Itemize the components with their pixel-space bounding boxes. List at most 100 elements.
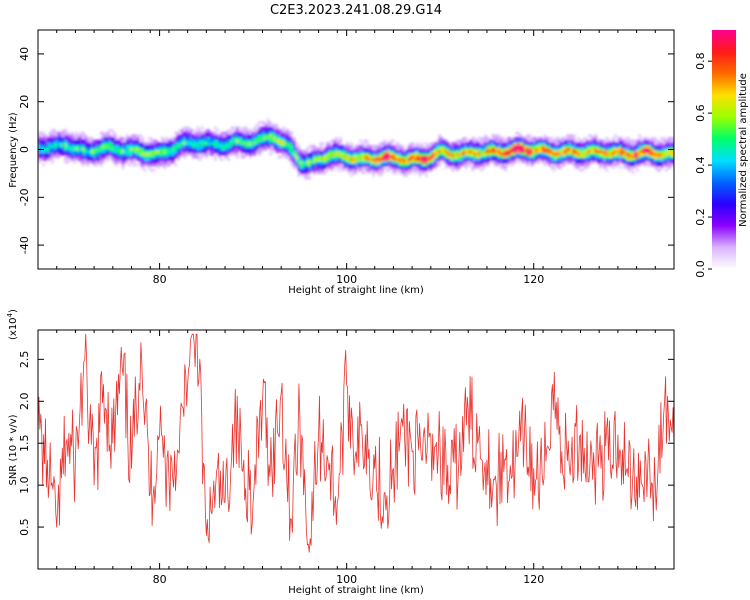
heat-cell xyxy=(110,155,114,159)
heat-cell xyxy=(277,129,281,133)
heat-cell xyxy=(493,147,496,151)
heat-cell xyxy=(489,139,492,143)
heat-cell xyxy=(174,131,177,135)
heat-cell xyxy=(88,144,92,148)
heat-cell xyxy=(394,165,397,169)
heat-cell xyxy=(134,142,138,146)
heat-cell xyxy=(427,163,430,167)
heat-cell xyxy=(244,137,248,140)
heat-cell xyxy=(240,131,243,135)
heat-cell xyxy=(119,155,122,159)
heat-cell xyxy=(330,147,334,151)
heat-cell xyxy=(372,155,375,159)
heat-cell xyxy=(79,144,83,148)
heat-cell xyxy=(500,139,503,143)
heat-cell xyxy=(255,147,259,151)
heat-cell xyxy=(387,155,391,159)
heat-cell xyxy=(286,147,290,151)
heat-cell xyxy=(405,168,408,172)
heat-cell xyxy=(557,152,560,156)
heat-cell xyxy=(596,142,600,146)
heat-cell xyxy=(247,131,250,135)
heat-cell xyxy=(271,150,274,154)
heat-cell xyxy=(511,139,514,143)
heat-cell xyxy=(636,147,639,151)
heat-cell xyxy=(374,165,378,169)
heat-cell xyxy=(612,158,615,161)
heat-cell xyxy=(339,160,342,164)
heat-cell xyxy=(396,158,400,161)
heat-cell xyxy=(475,165,479,169)
heat-cell xyxy=(574,158,578,161)
heat-cell xyxy=(218,142,221,146)
heat-cell xyxy=(552,165,556,169)
heat-cell xyxy=(480,160,483,164)
heat-cell xyxy=(429,160,433,164)
heat-cell xyxy=(497,155,501,159)
heat-cell xyxy=(420,165,424,169)
heat-cell xyxy=(159,152,162,156)
heat-cell xyxy=(71,152,74,156)
heat-cell xyxy=(478,150,481,154)
heat-cell xyxy=(55,152,59,156)
heat-cell xyxy=(634,150,637,154)
heat-cell xyxy=(117,158,120,161)
heat-cell xyxy=(658,147,661,151)
heat-cell xyxy=(414,165,417,169)
heat-cell xyxy=(196,147,199,151)
heat-cell xyxy=(253,150,257,154)
heat-cell xyxy=(561,144,565,148)
heat-cell xyxy=(656,160,659,164)
heat-cell xyxy=(405,152,408,156)
heat-cell xyxy=(42,150,45,154)
heat-cell xyxy=(271,123,274,127)
heat-cell xyxy=(632,163,635,167)
heat-cell xyxy=(332,165,336,169)
heat-cell xyxy=(528,152,532,156)
heat-cell xyxy=(44,150,48,154)
heat-cell xyxy=(57,139,61,143)
heat-cell xyxy=(618,150,622,154)
heat-cell xyxy=(387,142,391,146)
heat-cell xyxy=(599,158,602,161)
heat-cell xyxy=(486,163,490,167)
heat-cell xyxy=(398,152,402,156)
heat-cell xyxy=(662,163,666,167)
heat-cell xyxy=(51,131,54,135)
heat-cell xyxy=(295,165,298,169)
heat-cell xyxy=(601,144,604,148)
heat-cell xyxy=(506,144,510,148)
heat-cell xyxy=(390,139,393,143)
heat-cell xyxy=(561,163,565,167)
heat-cell xyxy=(414,160,417,164)
heat-cell xyxy=(484,155,488,159)
heat-cell xyxy=(515,158,518,161)
heat-cell xyxy=(396,165,400,169)
heat-cell xyxy=(416,158,419,161)
heat-cell xyxy=(352,155,356,159)
colorbar-tick-label: 0.4 xyxy=(694,156,707,174)
heat-cell xyxy=(134,158,138,161)
heat-cell xyxy=(95,163,98,167)
heat-cell xyxy=(537,150,540,154)
heat-cell xyxy=(238,126,241,130)
heat-cell xyxy=(478,158,481,161)
heat-cell xyxy=(599,144,602,148)
heat-cell xyxy=(387,144,391,148)
heat-cell xyxy=(240,137,243,140)
heat-cell xyxy=(310,150,314,154)
heat-cell xyxy=(42,155,45,159)
heat-cell xyxy=(420,152,424,156)
heat-cell xyxy=(282,129,285,133)
heat-cell xyxy=(220,139,224,143)
heat-cell xyxy=(464,160,468,164)
heat-cell xyxy=(638,147,642,151)
heat-cell xyxy=(313,165,316,169)
heat-cell xyxy=(590,155,593,159)
heat-cell xyxy=(359,147,362,151)
heat-cell xyxy=(403,171,406,175)
heat-cell xyxy=(577,144,580,148)
heat-cell xyxy=(599,163,602,167)
heat-cell xyxy=(79,155,83,159)
heat-cell xyxy=(275,131,279,135)
